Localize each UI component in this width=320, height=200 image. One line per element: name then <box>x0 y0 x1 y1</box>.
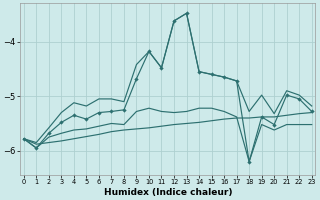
X-axis label: Humidex (Indice chaleur): Humidex (Indice chaleur) <box>103 188 232 197</box>
